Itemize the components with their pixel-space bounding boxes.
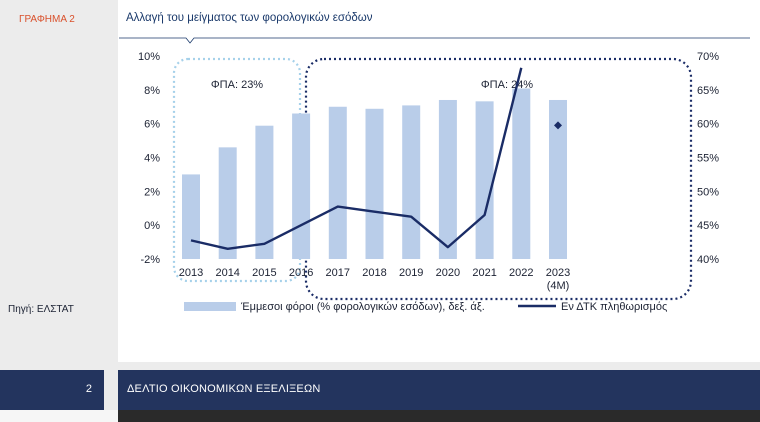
left-axis-tick-label: -2% (140, 254, 160, 266)
x-axis-tick-label: 2020 (436, 267, 460, 279)
bar (475, 101, 494, 259)
chart-title: Αλλαγή του μείγματος των φορολογικών εσό… (126, 12, 373, 24)
left-axis-tick-label: 4% (144, 153, 160, 165)
left-axis-tick-label: 0% (144, 220, 160, 232)
x-axis-tick-label: 2021 (472, 267, 496, 279)
inflation-marker-2023 (554, 121, 562, 130)
x-axis-tick-label: 2016 (289, 267, 313, 279)
chart-svg: ΦΠΑ: 23% ΦΠΑ: 24% -2% 0% 2% 4% 6% 8% 10% 40% 45% 5… (119, 37, 750, 313)
x-axis-tick-label: 2014 (215, 267, 239, 279)
bar (292, 113, 311, 260)
x-axis-tick-label: 2015 (252, 267, 276, 279)
bar (328, 106, 347, 259)
left-axis-tick-label: 8% (144, 85, 160, 97)
left-axis-tick-label: 2% (144, 186, 160, 198)
x-axis-tick-label: 2018 (362, 267, 386, 279)
legend-bar-swatch (184, 302, 236, 311)
footer-bar: 2 ΔΕΛΤΙΟ ΟΙΚΟΝΟΜΙΚΩΝ ΕΞΕΛΙΞΕΩΝ (0, 370, 760, 410)
bar (438, 99, 457, 259)
bar (512, 88, 531, 259)
right-axis-tick-label: 40% (697, 254, 719, 266)
right-axis-tick-label: 65% (697, 85, 719, 97)
bottom-strip-left (0, 410, 118, 422)
vat-24-label: ΦΠΑ: 24% (481, 79, 533, 91)
left-axis-tick-label: 10% (138, 51, 160, 63)
bottom-strip (0, 410, 760, 422)
graph-number-label: ΓΡΑΦΗΜΑ 2 (19, 14, 75, 25)
bar (365, 108, 384, 259)
bar (182, 174, 200, 259)
inflation-line (190, 67, 523, 251)
footer-separator (104, 370, 118, 410)
x-axis-tick-label: 2017 (326, 267, 350, 279)
x-axis-tick-label: 2022 (509, 267, 533, 279)
right-axis-tick-label: 70% (697, 51, 719, 63)
vat-23-label: ΦΠΑ: 23% (211, 79, 263, 91)
title-underline (119, 37, 750, 44)
x-axis-tick-label: 2019 (399, 267, 423, 279)
right-axis-tick-label: 50% (697, 186, 719, 198)
x-axis-tick-label: 2023 (4M) (546, 267, 570, 292)
page-number: 2 (0, 370, 104, 410)
bar (549, 99, 567, 259)
bar (218, 147, 237, 259)
legend-line-label: Εν ΔΤΚ πληθωρισμός (561, 301, 667, 313)
footer-title: ΔΕΛΤΙΟ ΟΙΚΟΝΟΜΙΚΩΝ ΕΞΕΛΙΞΕΩΝ (127, 383, 321, 395)
bar (255, 125, 274, 260)
source-label: Πηγή: ΕΛΣΤΑΤ (8, 304, 74, 315)
vat-24-box (304, 57, 693, 301)
left-column: ΓΡΑΦΗΜΑ 2 Πηγή: ΕΛΣΤΑΤ (0, 0, 104, 370)
left-axis-tick-label: 6% (144, 119, 160, 131)
bar (402, 105, 421, 259)
right-axis-tick-label: 60% (697, 119, 719, 131)
right-axis-tick-label: 55% (697, 153, 719, 165)
legend-bar-label: Έμμεσοι φόροι (% φορολογικών εσόδων), δε… (240, 301, 485, 313)
right-axis-tick-label: 45% (697, 220, 719, 232)
x-axis-tick-label: 2013 (179, 267, 203, 279)
